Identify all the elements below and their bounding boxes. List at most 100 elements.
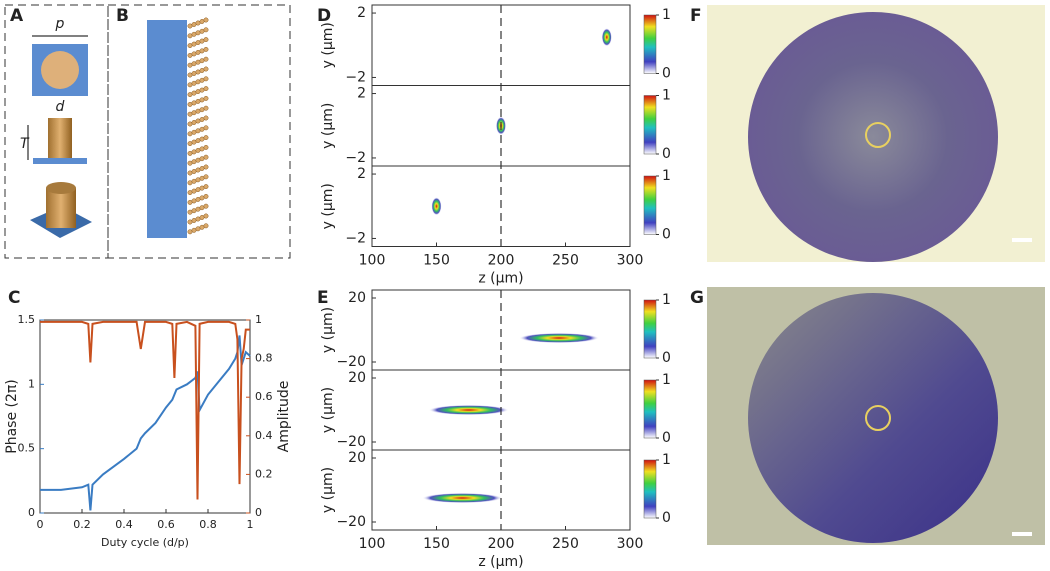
lens [748, 293, 998, 543]
y-tick-label: −2 [345, 230, 366, 246]
colorbar [643, 379, 657, 439]
y-tick-label: 20 [348, 370, 366, 386]
colorbar-tick-label: 0 [662, 66, 671, 82]
pillar [46, 188, 76, 228]
y-axis-label: y (μm) [320, 307, 336, 353]
pillar [191, 129, 197, 135]
label: d [56, 99, 65, 115]
panel-letter: D [317, 6, 331, 26]
pillar [203, 135, 209, 141]
y-tick-label: 0.5 [18, 442, 36, 455]
pillar-top [46, 182, 76, 194]
focal-spot [519, 333, 600, 343]
pillar [191, 149, 197, 155]
pillar [187, 229, 193, 235]
pillar [187, 160, 193, 166]
x-tick-label: 250 [552, 253, 579, 269]
y-tick-label: −2 [345, 69, 366, 85]
x-tick-label: 200 [488, 536, 515, 552]
pillar [191, 90, 197, 96]
pillar [195, 157, 201, 163]
y-tick-label: 1.5 [18, 313, 36, 326]
y-tick-label: −2 [345, 150, 366, 166]
x-tick-label: 0.6 [157, 518, 175, 531]
x-axis-label: z (μm) [478, 554, 523, 570]
scale-bar [1012, 532, 1032, 536]
pillar [195, 147, 201, 153]
pillar [203, 46, 209, 52]
x-tick-label: 150 [423, 253, 450, 269]
y2-tick-label: 0.4 [255, 429, 273, 442]
panel-letter: C [8, 288, 20, 308]
colorbar-tick-label: 1 [662, 452, 671, 468]
y-tick-label: −20 [336, 514, 366, 530]
colorbar-tick-label: 1 [662, 88, 671, 104]
pillar [203, 115, 209, 121]
y-tick-label: 2 [357, 5, 366, 21]
pillar [187, 101, 193, 107]
colorbar-tick-label: 0 [662, 430, 671, 446]
pillar [199, 117, 205, 122]
pillar [199, 107, 205, 113]
pillar [195, 128, 201, 134]
y2-tick-label: 0.6 [255, 390, 273, 403]
pillar [195, 167, 201, 173]
colorbar-tick-label: 1 [662, 7, 671, 23]
colorbar-tick-label: 0 [662, 227, 671, 243]
colorbar-tick-label: 0 [662, 350, 671, 366]
pillar [191, 218, 197, 223]
pillar [195, 20, 201, 26]
pillar [191, 169, 197, 174]
x-tick-label: 1 [247, 518, 254, 531]
pillar [195, 216, 201, 222]
pillar [187, 209, 193, 215]
y-tick-label: −20 [336, 434, 366, 450]
label: T [20, 136, 30, 152]
pillar [191, 227, 197, 233]
y-tick-label: −20 [336, 354, 366, 370]
pillar [195, 69, 201, 75]
x-tick-label: 100 [359, 253, 386, 269]
pillar [199, 175, 205, 181]
colorbar [643, 299, 657, 359]
pillar [187, 199, 193, 205]
pillar [195, 108, 201, 114]
line-series [40, 335, 251, 511]
pillar [203, 213, 209, 219]
x-tick-label: 300 [617, 536, 644, 552]
pillar [191, 71, 197, 76]
x-tick-label: 300 [617, 253, 644, 269]
pillar [195, 138, 201, 144]
pillar [203, 66, 209, 72]
pillar [199, 38, 205, 44]
lens-center [865, 122, 891, 148]
pillar [187, 43, 193, 49]
pillar [187, 82, 193, 88]
y-axis-label: y (μm) [320, 183, 336, 229]
colorbar-tick-label: 0 [662, 510, 671, 526]
pillar [203, 37, 209, 43]
pillar [195, 59, 201, 65]
pillar [199, 48, 205, 54]
pillar [195, 49, 201, 55]
pillar [191, 61, 197, 67]
pillar [203, 223, 209, 229]
y2-tick-label: 1 [255, 313, 262, 326]
substrate [33, 158, 87, 164]
panel-letter: B [116, 6, 129, 26]
pillar [191, 208, 197, 214]
scale-bar [1012, 238, 1032, 242]
y-tick-label: 20 [348, 450, 366, 466]
pillar [203, 17, 209, 23]
colorbar [643, 95, 657, 155]
pillar [199, 97, 205, 103]
pillar [199, 185, 205, 191]
x-tick-label: 0.8 [199, 518, 217, 531]
y-tick-label: 2 [357, 166, 366, 182]
pillar [195, 206, 201, 212]
pillar [199, 215, 205, 220]
pillar [203, 164, 209, 170]
y-tick-label: 0 [28, 506, 35, 519]
pillar [191, 178, 197, 184]
